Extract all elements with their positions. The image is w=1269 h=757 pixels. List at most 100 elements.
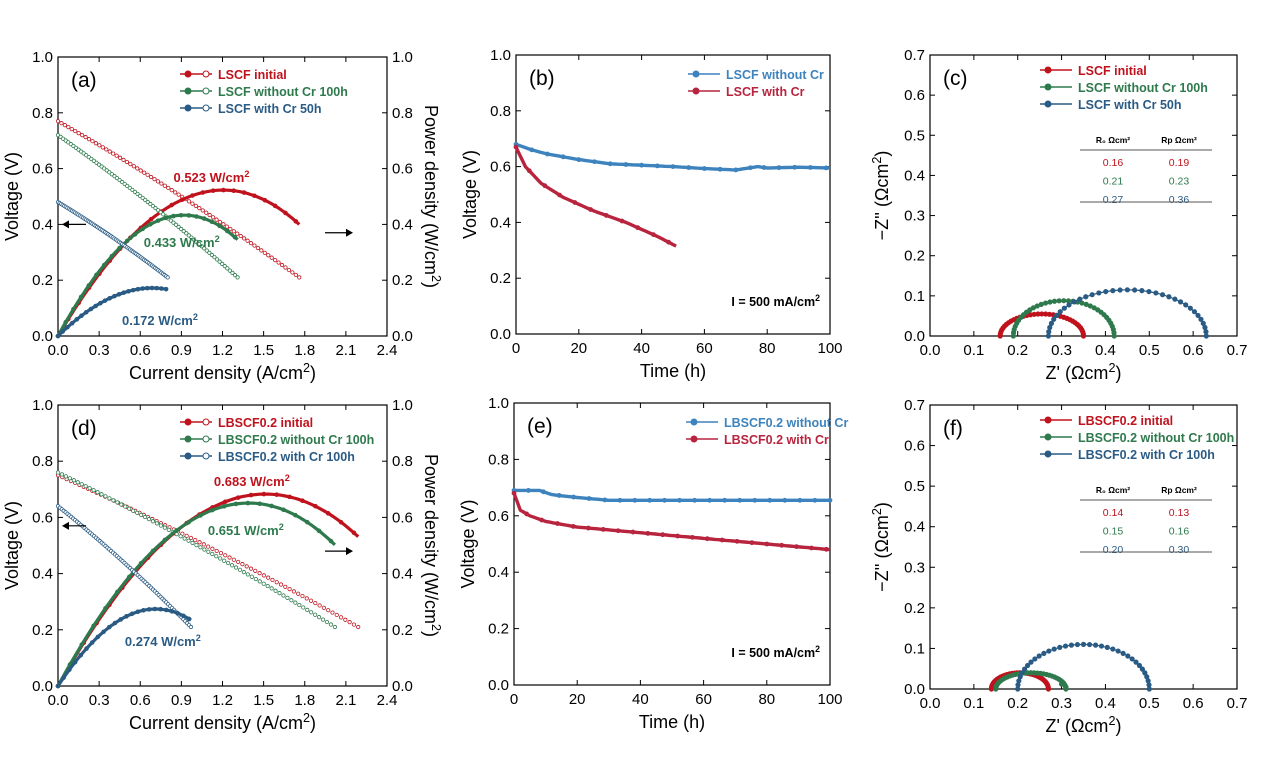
data-point	[1080, 333, 1087, 339]
data-point	[702, 166, 707, 171]
data-point	[734, 538, 740, 544]
x-tick-label: 80	[759, 340, 776, 357]
data-point	[797, 497, 803, 503]
data-point	[86, 283, 92, 288]
y-tick-label: 0.0	[32, 678, 53, 695]
data-point	[224, 224, 229, 229]
data-point	[281, 507, 286, 513]
data-point	[218, 551, 224, 556]
data-point	[1068, 642, 1075, 648]
peak-power-label: 0.683 W/cm2	[214, 473, 290, 489]
y-tick-label: 0.7	[904, 47, 925, 64]
data-point	[159, 286, 164, 291]
data-point	[194, 214, 199, 219]
data-point	[130, 287, 136, 293]
y-tick-label: 0.5	[904, 478, 925, 495]
legend-label: LSCF without Cr 100h	[218, 85, 348, 99]
panel-label: (b)	[529, 67, 555, 90]
y-tick-label: 0.5	[904, 127, 925, 144]
data-point	[166, 185, 171, 191]
data-point	[338, 519, 344, 525]
data-point	[645, 530, 651, 536]
current-annotation: I = 500 mA/cm2	[731, 293, 820, 309]
data-point	[146, 607, 152, 612]
table-cell: 0.23	[1169, 176, 1190, 188]
data-point	[78, 294, 84, 300]
data-point	[269, 255, 274, 260]
x-tick-label: 2.4	[377, 692, 398, 709]
data-point	[202, 547, 207, 552]
y2-tick-label: 0.0	[392, 678, 413, 695]
data-point	[176, 224, 181, 229]
data-point	[308, 598, 314, 603]
y-tick-label: 1.0	[488, 395, 509, 412]
x-axis-label: Current density (A/cm2)	[129, 361, 316, 383]
data-point	[1047, 299, 1053, 305]
data-point	[654, 163, 660, 169]
legend-marker	[690, 418, 698, 426]
data-point	[117, 245, 122, 251]
data-point	[262, 250, 267, 255]
data-point	[155, 208, 161, 213]
data-point	[232, 273, 238, 278]
data-point	[257, 579, 262, 584]
legend-marker	[692, 70, 700, 78]
data-point	[779, 542, 785, 548]
data-point	[244, 564, 249, 569]
data-point	[62, 123, 67, 128]
data-point	[175, 610, 180, 616]
data-point	[230, 270, 235, 275]
data-point	[269, 503, 274, 509]
x-tick-label: 0.4	[1095, 342, 1116, 359]
data-point	[309, 610, 314, 615]
data-point	[197, 206, 202, 211]
table-cell: 0.13	[1169, 507, 1190, 519]
data-point	[670, 164, 676, 170]
data-point	[1065, 298, 1072, 304]
data-point	[169, 188, 174, 193]
data-point	[539, 517, 545, 523]
data-point	[1115, 648, 1121, 654]
y-tick-label: 0.6	[32, 161, 53, 178]
data-point	[131, 164, 136, 169]
legend-marker	[202, 87, 210, 95]
legend-label: LBSCF0.2 with Cr 100h	[218, 450, 355, 464]
data-point	[60, 329, 65, 334]
plot-frame	[929, 404, 1238, 690]
data-point	[704, 536, 710, 542]
data-point	[132, 232, 138, 237]
data-point	[1074, 641, 1081, 648]
data-point	[206, 544, 211, 549]
data-point	[794, 544, 799, 550]
data-point	[767, 497, 773, 503]
data-point	[293, 272, 298, 278]
data-point	[261, 581, 266, 586]
data-point	[261, 491, 267, 497]
data-point	[204, 210, 209, 215]
data-point	[1024, 662, 1031, 669]
table-cell: 0.27	[1103, 194, 1124, 206]
peak-power-label: 0.523 W/cm2	[173, 169, 249, 185]
data-point	[217, 219, 223, 225]
data-point	[103, 605, 108, 611]
data-point	[186, 519, 191, 525]
data-point	[115, 589, 120, 595]
data-point	[116, 292, 122, 297]
y2-tick-label: 0.4	[392, 566, 413, 583]
legend-marker	[184, 87, 192, 95]
data-point	[221, 222, 226, 227]
data-point	[190, 193, 195, 198]
data-point	[576, 157, 582, 163]
data-point	[154, 521, 159, 526]
data-point	[351, 530, 357, 536]
data-point	[1063, 684, 1069, 690]
data-point	[94, 272, 99, 278]
data-point	[150, 519, 156, 524]
data-point	[827, 497, 833, 503]
data-point	[163, 286, 169, 292]
data-point	[719, 537, 725, 543]
data-point	[555, 521, 560, 526]
data-point	[214, 257, 220, 262]
data-point	[270, 577, 275, 583]
data-point	[152, 177, 157, 182]
